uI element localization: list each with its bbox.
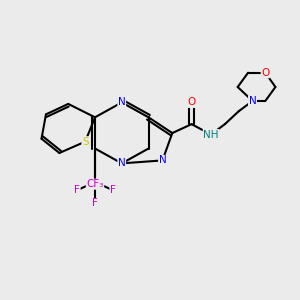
Text: F: F [110, 185, 116, 195]
Text: S: S [82, 137, 88, 147]
Text: F: F [74, 185, 80, 195]
Text: N: N [249, 96, 256, 106]
Text: N: N [118, 98, 126, 107]
Text: N: N [159, 155, 167, 165]
Text: O: O [261, 68, 269, 78]
Text: N: N [249, 96, 256, 106]
Text: O: O [188, 98, 196, 107]
Text: NH: NH [203, 130, 219, 140]
Text: CF₃: CF₃ [86, 179, 104, 189]
Text: F: F [92, 199, 98, 208]
Text: N: N [118, 158, 126, 168]
